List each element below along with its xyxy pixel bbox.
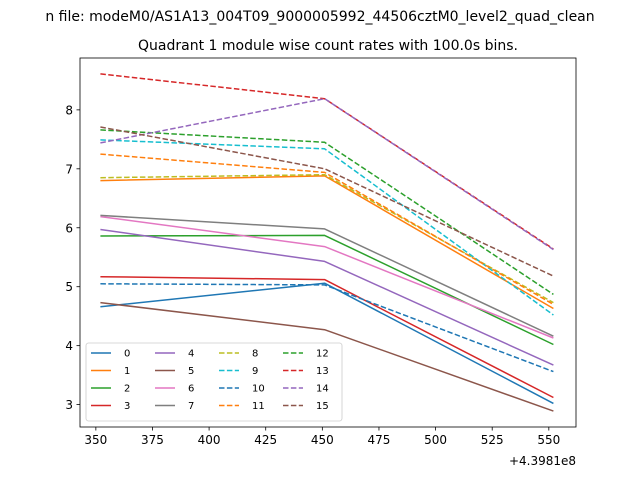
x-tick-label: 475: [368, 433, 391, 447]
y-tick-label: 6: [65, 221, 73, 235]
x-tick-label: 450: [311, 433, 334, 447]
legend-label-1: 1: [124, 366, 130, 377]
figure-suptitle: n file: modeM0/AS1A13_004T09_9000005992_…: [45, 9, 594, 25]
y-tick-label: 8: [65, 103, 73, 117]
legend-label-4: 4: [188, 349, 194, 360]
legend-label-2: 2: [124, 384, 130, 395]
legend-label-14: 14: [316, 384, 329, 395]
series-line-6: [100, 215, 554, 339]
legend-label-0: 0: [124, 349, 130, 360]
x-tick-label: 550: [537, 433, 560, 447]
y-tick-label: 7: [65, 162, 73, 176]
legend-label-3: 3: [124, 401, 130, 412]
legend-label-13: 13: [316, 366, 329, 377]
series-line-9: [100, 139, 554, 316]
x-tick-label: 350: [84, 433, 107, 447]
series-line-3: [100, 275, 554, 399]
y-tick-label: 4: [65, 339, 73, 353]
legend-label-15: 15: [316, 401, 329, 412]
series-line-0: [100, 282, 554, 405]
plot-frame: [79, 57, 577, 428]
legend-label-10: 10: [252, 384, 265, 395]
x-tick-label: 500: [424, 433, 447, 447]
x-tick-label: 400: [198, 433, 221, 447]
legend-label-12: 12: [316, 349, 329, 360]
legend-label-7: 7: [188, 401, 194, 412]
series-line-14: [100, 97, 554, 251]
series-line-5: [100, 301, 554, 412]
series-line-15: [100, 126, 554, 277]
series-line-11: [100, 153, 554, 306]
series-line-7: [100, 214, 554, 337]
series-line-10: [100, 283, 554, 373]
x-axis-offset-text: +4.3981e8: [509, 454, 576, 468]
y-tick-label: 3: [65, 398, 73, 412]
x-tick-label: 425: [254, 433, 277, 447]
x-tick-label: 375: [141, 433, 164, 447]
chart-title: Quadrant 1 module wise count rates with …: [138, 38, 518, 54]
legend-label-8: 8: [252, 349, 258, 360]
series-line-1: [100, 175, 554, 310]
legend-label-6: 6: [188, 384, 194, 395]
y-tick-label: 5: [65, 280, 73, 294]
series-line-4: [100, 228, 554, 366]
legend-box: [85, 342, 343, 422]
series-line-2: [100, 234, 554, 346]
legend-label-5: 5: [188, 366, 194, 377]
series-line-12: [100, 129, 554, 296]
x-tick-label: 525: [481, 433, 504, 447]
legend-label-9: 9: [252, 366, 258, 377]
legend-label-11: 11: [252, 401, 265, 412]
